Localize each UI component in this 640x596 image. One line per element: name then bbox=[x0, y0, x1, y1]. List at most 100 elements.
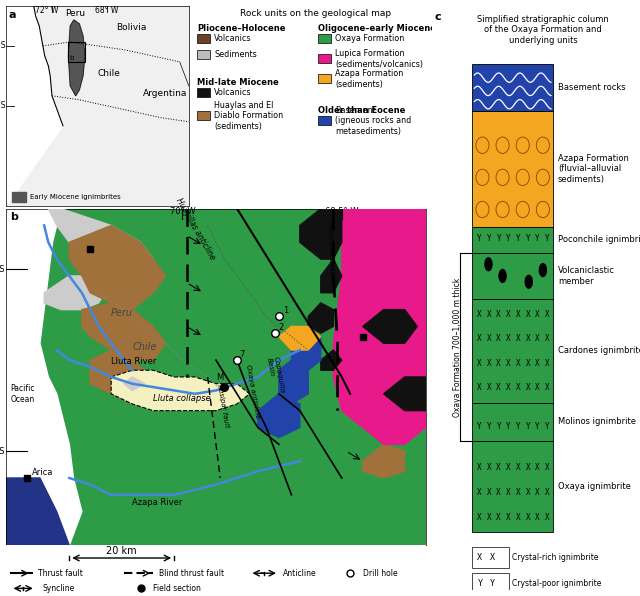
Polygon shape bbox=[321, 350, 342, 370]
Text: Volcanics: Volcanics bbox=[214, 35, 252, 44]
Polygon shape bbox=[6, 209, 82, 545]
Polygon shape bbox=[384, 377, 426, 411]
Bar bbox=[68, 42, 85, 62]
Text: X: X bbox=[497, 488, 501, 497]
Polygon shape bbox=[258, 394, 300, 437]
Text: M: M bbox=[216, 373, 223, 383]
Text: Huayillas anticline: Huayillas anticline bbox=[174, 196, 217, 261]
Ellipse shape bbox=[499, 269, 506, 283]
Text: Oxaya Formation: Oxaya Formation bbox=[335, 35, 404, 44]
Text: Early Miocene ignimbrites: Early Miocene ignimbrites bbox=[30, 194, 121, 200]
Text: X: X bbox=[506, 310, 511, 319]
Text: Peru: Peru bbox=[65, 9, 85, 18]
Bar bbox=[472, 227, 553, 253]
Bar bbox=[472, 111, 553, 227]
Text: Thrust fault: Thrust fault bbox=[38, 569, 83, 578]
Text: 18° S: 18° S bbox=[0, 41, 6, 51]
Text: X: X bbox=[506, 488, 511, 497]
Text: X: X bbox=[525, 359, 530, 368]
Text: Y: Y bbox=[535, 422, 540, 431]
Text: Crystal-rich ignimbrite: Crystal-rich ignimbrite bbox=[511, 553, 598, 562]
Text: Field section: Field section bbox=[153, 584, 201, 593]
Text: Syncline: Syncline bbox=[42, 584, 74, 593]
Text: X: X bbox=[477, 359, 482, 368]
Text: 18.5° S: 18.5° S bbox=[0, 446, 4, 455]
Text: X: X bbox=[525, 383, 530, 392]
Text: Sediments: Sediments bbox=[214, 51, 257, 60]
Text: Y: Y bbox=[477, 422, 482, 431]
Bar bbox=[472, 441, 553, 532]
Text: X: X bbox=[545, 310, 549, 319]
Bar bbox=[197, 88, 211, 97]
Text: X: X bbox=[497, 513, 501, 522]
Text: X: X bbox=[506, 464, 511, 473]
Text: Pliocene–Holocene: Pliocene–Holocene bbox=[197, 24, 285, 33]
Text: Pacific
Ocean: Pacific Ocean bbox=[11, 384, 35, 403]
FancyBboxPatch shape bbox=[472, 547, 509, 568]
Text: X: X bbox=[477, 513, 482, 522]
Text: Y: Y bbox=[490, 579, 495, 588]
Text: Arica: Arica bbox=[31, 468, 53, 477]
Text: X: X bbox=[545, 488, 549, 497]
Text: Crystal-poor ignimbrite: Crystal-poor ignimbrite bbox=[511, 579, 601, 588]
Bar bbox=[472, 299, 553, 402]
Text: 1: 1 bbox=[283, 306, 289, 315]
Text: 72° W: 72° W bbox=[35, 6, 58, 15]
Text: X: X bbox=[525, 488, 530, 497]
Text: X: X bbox=[490, 553, 495, 562]
Text: 68° W: 68° W bbox=[95, 6, 118, 15]
Text: Chile: Chile bbox=[97, 69, 120, 78]
Text: Older than Eocene: Older than Eocene bbox=[317, 106, 405, 115]
Text: Y: Y bbox=[487, 234, 492, 243]
Text: X: X bbox=[477, 464, 482, 473]
Text: Oxaya Formation 700–1,000 m thick: Oxaya Formation 700–1,000 m thick bbox=[452, 277, 461, 417]
Polygon shape bbox=[291, 327, 321, 370]
Text: Tacna: Tacna bbox=[99, 244, 122, 253]
Text: Lupica Formation
(sediments/volcanics): Lupica Formation (sediments/volcanics) bbox=[335, 49, 423, 69]
Bar bbox=[197, 51, 211, 60]
Polygon shape bbox=[44, 276, 111, 310]
Text: X: X bbox=[545, 464, 549, 473]
Polygon shape bbox=[69, 225, 166, 310]
Text: Anticline: Anticline bbox=[283, 569, 317, 578]
Text: Y: Y bbox=[516, 422, 520, 431]
Text: Basement
(igneous rocks and
metasediments): Basement (igneous rocks and metasediment… bbox=[335, 106, 411, 136]
Text: Poconchile ignimbrite: Poconchile ignimbrite bbox=[558, 235, 640, 244]
Text: Oxaya ignimbrite: Oxaya ignimbrite bbox=[558, 482, 631, 491]
Text: X: X bbox=[477, 488, 482, 497]
Polygon shape bbox=[68, 20, 85, 96]
Text: 69.5° W: 69.5° W bbox=[325, 207, 358, 216]
Text: X: X bbox=[525, 513, 530, 522]
Text: X: X bbox=[516, 488, 520, 497]
Polygon shape bbox=[363, 445, 404, 478]
Polygon shape bbox=[363, 310, 417, 343]
Text: X: X bbox=[535, 383, 540, 392]
Text: X: X bbox=[477, 383, 482, 392]
Polygon shape bbox=[49, 209, 153, 276]
Text: X: X bbox=[477, 553, 483, 562]
Text: Huaylas and El
Diablo Formation
(sediments): Huaylas and El Diablo Formation (sedimen… bbox=[214, 101, 284, 131]
Text: Drill hole: Drill hole bbox=[363, 569, 397, 578]
Text: X: X bbox=[516, 464, 520, 473]
Text: X: X bbox=[487, 310, 492, 319]
Bar bbox=[317, 74, 332, 83]
Text: Y: Y bbox=[497, 234, 501, 243]
Text: 70° W: 70° W bbox=[170, 207, 195, 216]
Polygon shape bbox=[308, 303, 333, 333]
Text: Basement rocks: Basement rocks bbox=[558, 83, 626, 92]
Text: Volcanics: Volcanics bbox=[214, 88, 252, 97]
Text: X: X bbox=[516, 383, 520, 392]
Text: X: X bbox=[535, 310, 540, 319]
Polygon shape bbox=[90, 350, 153, 404]
Text: X: X bbox=[535, 334, 540, 343]
Polygon shape bbox=[300, 209, 342, 259]
Text: Y: Y bbox=[545, 422, 549, 431]
Text: X: X bbox=[545, 334, 549, 343]
Text: Mid-late Miocene: Mid-late Miocene bbox=[197, 78, 278, 87]
Bar bbox=[12, 192, 26, 201]
Text: Y: Y bbox=[525, 422, 530, 431]
Text: Oligocene–early Miocene: Oligocene–early Miocene bbox=[317, 24, 436, 33]
Polygon shape bbox=[321, 259, 342, 293]
Text: X: X bbox=[525, 464, 530, 473]
Polygon shape bbox=[333, 209, 426, 445]
